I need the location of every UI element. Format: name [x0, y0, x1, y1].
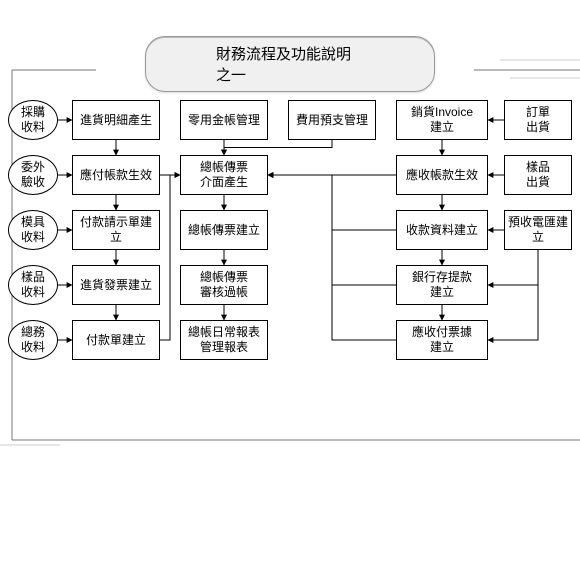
node-ov2: 委外驗收: [8, 155, 58, 195]
node-c1: 費用預支管理: [288, 100, 376, 140]
node-b3: 總帳傳票建立: [180, 210, 268, 250]
node-ov3: 模具收料: [8, 210, 58, 250]
node-e2: 樣品出貨: [504, 155, 572, 195]
node-d3: 收款資料建立: [396, 210, 488, 250]
diagram-title: 財務流程及功能說明之一: [145, 36, 435, 92]
node-a3: 付款請示單建立: [72, 210, 160, 250]
flowchart-canvas: 財務流程及功能說明之一 採購收料委外驗收模具收料樣品收料總務收料 進貨明細產生應付…: [0, 0, 580, 580]
node-e1: 訂單出貨: [504, 100, 572, 140]
node-d2: 應收帳款生效: [396, 155, 488, 195]
node-b4: 總帳傳票審核過帳: [180, 265, 268, 305]
node-ov4: 樣品收料: [8, 265, 58, 305]
node-a1: 進貨明細產生: [72, 100, 160, 140]
node-a4: 進貨發票建立: [72, 265, 160, 305]
node-d5: 應收付票據建立: [396, 320, 488, 360]
node-e3: 預收電匯建立: [504, 210, 572, 250]
node-ov1: 採購收料: [8, 100, 58, 140]
node-d1: 銷貨Invoice建立: [396, 100, 488, 140]
node-a5: 付款單建立: [72, 320, 160, 360]
node-d4: 銀行存提款建立: [396, 265, 488, 305]
node-b2: 總帳傳票介面產生: [180, 155, 268, 195]
node-ov5: 總務收料: [8, 320, 58, 360]
node-b1: 零用金帳管理: [180, 100, 268, 140]
node-a2: 應付帳款生效: [72, 155, 160, 195]
node-b5: 總帳日常報表管理報表: [180, 320, 268, 360]
